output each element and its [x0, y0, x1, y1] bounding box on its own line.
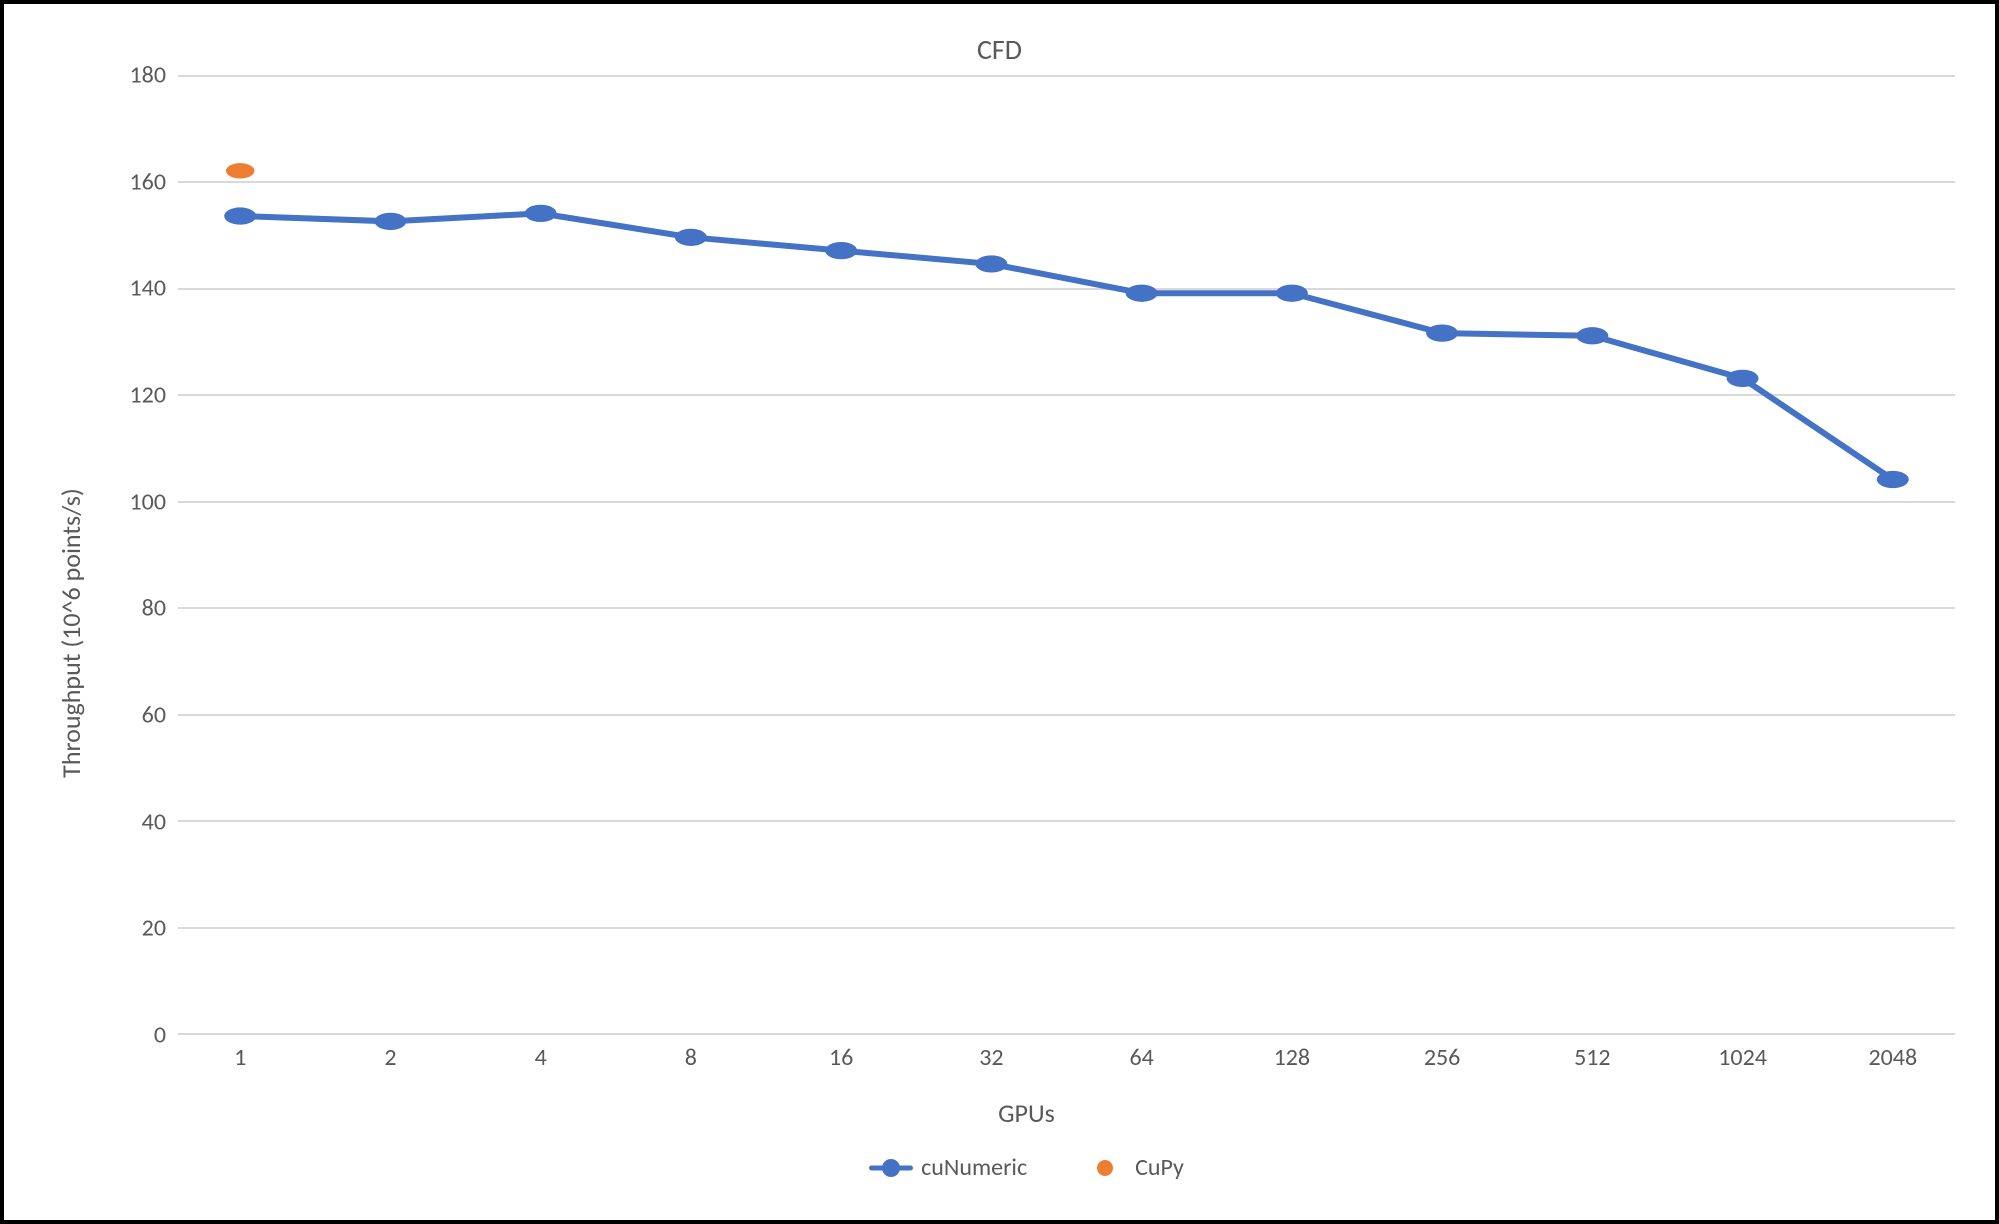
legend-label: CuPy [1135, 1153, 1184, 1182]
series-svg [178, 75, 1955, 1033]
legend-swatch-line [869, 1160, 913, 1176]
x-tick-label: 4 [535, 1043, 547, 1072]
y-tick-label: 60 [142, 701, 166, 730]
x-tick-label: 8 [685, 1043, 697, 1072]
legend-item: CuPy [1083, 1153, 1184, 1182]
series-marker [525, 205, 557, 222]
series-marker [1877, 471, 1909, 488]
series-marker [1126, 285, 1158, 302]
x-tick-label: 64 [1129, 1043, 1153, 1072]
series-marker [1276, 285, 1308, 302]
series-marker [1426, 325, 1458, 342]
series-marker [224, 207, 256, 224]
x-axis-title: GPUs [98, 1097, 1955, 1129]
series-line [240, 213, 1893, 479]
y-tick-label: 20 [142, 914, 166, 943]
x-tick-label: 128 [1274, 1043, 1311, 1072]
plot-row: 020406080100120140160180 [98, 75, 1955, 1035]
x-tick-label: 32 [979, 1043, 1003, 1072]
chart-title: CFD [44, 32, 1955, 67]
y-tick-label: 0 [154, 1021, 166, 1050]
plot-area [178, 75, 1955, 1035]
y-axis-title-wrap: Throughput (10^6 points/s) [44, 75, 98, 1190]
y-tick-label: 140 [130, 274, 167, 303]
x-tick-label: 512 [1574, 1043, 1611, 1072]
series-marker [825, 242, 857, 259]
series-marker [226, 163, 254, 178]
legend-item: cuNumeric [869, 1153, 1027, 1182]
y-tick-labels: 020406080100120140160180 [98, 75, 178, 1035]
x-tick-label: 2048 [1868, 1043, 1917, 1072]
legend-label: cuNumeric [921, 1153, 1027, 1182]
x-tick-spacer [98, 1035, 178, 1091]
y-tick-label: 160 [130, 167, 167, 196]
plot-column: 020406080100120140160180 124816326412825… [98, 75, 1955, 1190]
y-tick-label: 180 [130, 61, 167, 90]
legend: cuNumeric CuPy [98, 1153, 1955, 1182]
legend-swatch-dot [1083, 1160, 1127, 1176]
series-marker [675, 229, 707, 246]
x-tick-label: 2 [384, 1043, 396, 1072]
x-tick-label: 16 [829, 1043, 853, 1072]
y-tick-label: 80 [142, 594, 166, 623]
x-tick-row: 1 2 4 8 16 32 64 128 256 512 1024 2048 [98, 1035, 1955, 1091]
x-tick-labels: 1 2 4 8 16 32 64 128 256 512 1024 2048 [178, 1035, 1955, 1091]
x-tick-label: 256 [1424, 1043, 1461, 1072]
x-tick-label: 1 [234, 1043, 246, 1072]
x-tick-label: 1024 [1718, 1043, 1767, 1072]
chart-body: Throughput (10^6 points/s) 0 20 40 60 80 100 1… [44, 75, 1955, 1190]
series-marker [975, 255, 1007, 272]
y-tick-label: 100 [130, 487, 167, 516]
series-marker [1576, 327, 1608, 344]
series-marker [374, 213, 406, 230]
chart-frame: CFD Throughput (10^6 points/s) 0 20 40 60 80… [0, 0, 1999, 1224]
y-tick-label: 120 [130, 380, 167, 409]
series-marker [1727, 370, 1759, 387]
y-tick-label: 40 [142, 807, 166, 836]
y-axis-title: Throughput (10^6 points/s) [55, 488, 87, 778]
